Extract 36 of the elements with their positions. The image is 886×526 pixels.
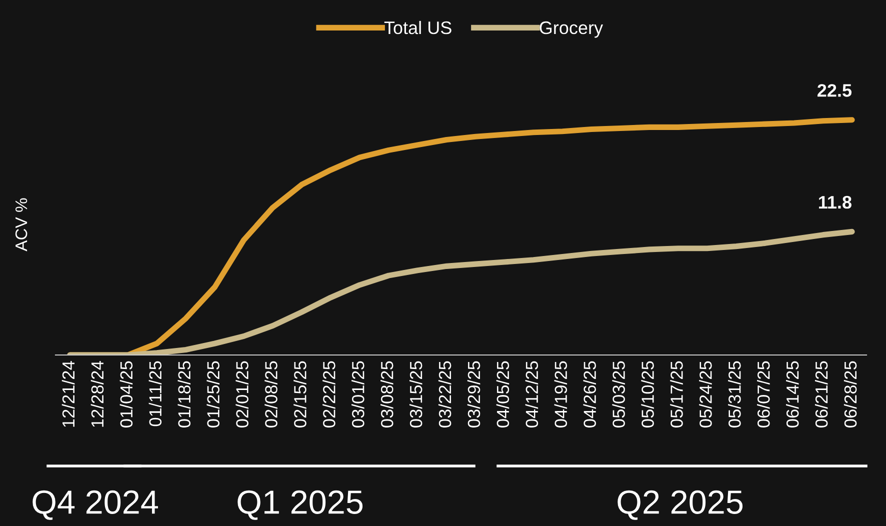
x-tick-label: 02/15/25 — [294, 361, 306, 428]
x-tick-label: 05/24/25 — [699, 361, 712, 428]
text: Q1 2025 — [238, 490, 363, 520]
x-tick-label: 04/12/25 — [525, 361, 538, 428]
legend-label: Total US — [384, 20, 452, 34]
x-tick-label: 06/28/25 — [844, 361, 857, 428]
x-tick-label: 06/07/25 — [757, 361, 770, 428]
x-tick-label: 01/11/25 — [148, 361, 162, 426]
text: Q2 2025 — [618, 490, 743, 520]
x-tick-label: 04/26/25 — [583, 361, 596, 428]
x-tick-label: 03/22/25 — [438, 361, 452, 428]
x-tick-label: 05/10/25 — [641, 361, 654, 428]
x-tick-label: 05/17/25 — [670, 361, 683, 428]
x-tick-label: 04/19/25 — [554, 361, 568, 428]
x-tick-label: 06/21/25 — [814, 361, 828, 428]
data-label: 22.5 — [818, 84, 852, 97]
x-tick-label: 03/08/25 — [380, 361, 394, 428]
x-tick-label: 03/15/25 — [409, 361, 422, 428]
x-tick-label: 12/21/24 — [62, 361, 75, 427]
text: Q4 2024 — [32, 490, 158, 520]
x-tick-label: 05/03/25 — [612, 361, 625, 428]
x-tick-label: 01/18/25 — [178, 361, 190, 428]
x-tick-label: 02/01/25 — [236, 361, 248, 428]
x-tick-label: 02/22/25 — [322, 361, 336, 428]
x-tick-label: 02/08/25 — [264, 361, 278, 428]
x-tick-label: 05/31/25 — [728, 361, 741, 428]
x-tick-label: 04/05/25 — [496, 361, 510, 428]
x-tick-label: 01/25/25 — [206, 361, 220, 428]
x-tick-label: 01/04/25 — [120, 361, 133, 428]
x-tick-label: 12/28/24 — [90, 361, 104, 427]
y-axis-title: ACV % — [15, 198, 28, 252]
x-tick-label: 06/14/25 — [786, 361, 799, 428]
x-tick-label: 03/01/25 — [352, 361, 364, 428]
data-label: 11.8 — [819, 196, 852, 209]
x-tick-label: 03/29/25 — [467, 361, 480, 428]
legend-label: Grocery — [540, 21, 604, 38]
